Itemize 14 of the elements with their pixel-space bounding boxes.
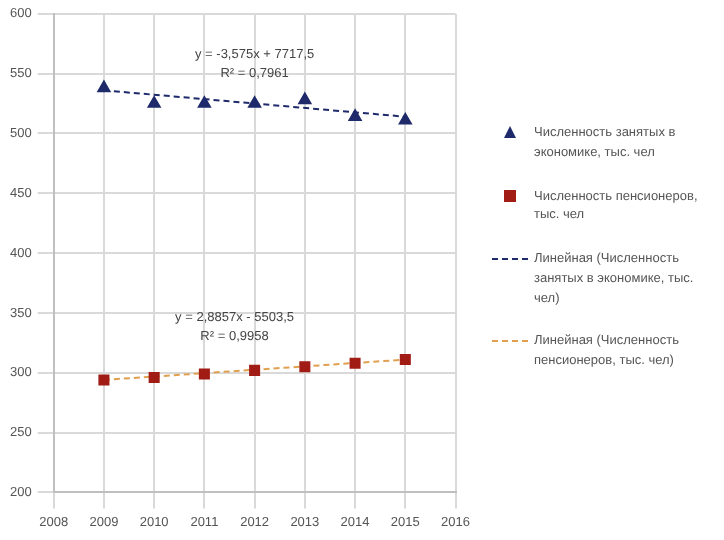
point bbox=[249, 364, 261, 376]
point bbox=[399, 354, 411, 366]
point bbox=[98, 374, 110, 386]
point bbox=[197, 96, 211, 108]
point bbox=[147, 96, 161, 108]
point bbox=[299, 361, 311, 373]
point bbox=[248, 96, 262, 108]
point bbox=[148, 372, 160, 384]
point bbox=[97, 80, 111, 93]
point bbox=[298, 92, 312, 105]
point bbox=[349, 357, 361, 369]
point bbox=[398, 112, 412, 125]
point bbox=[348, 109, 362, 121]
point bbox=[198, 368, 210, 380]
